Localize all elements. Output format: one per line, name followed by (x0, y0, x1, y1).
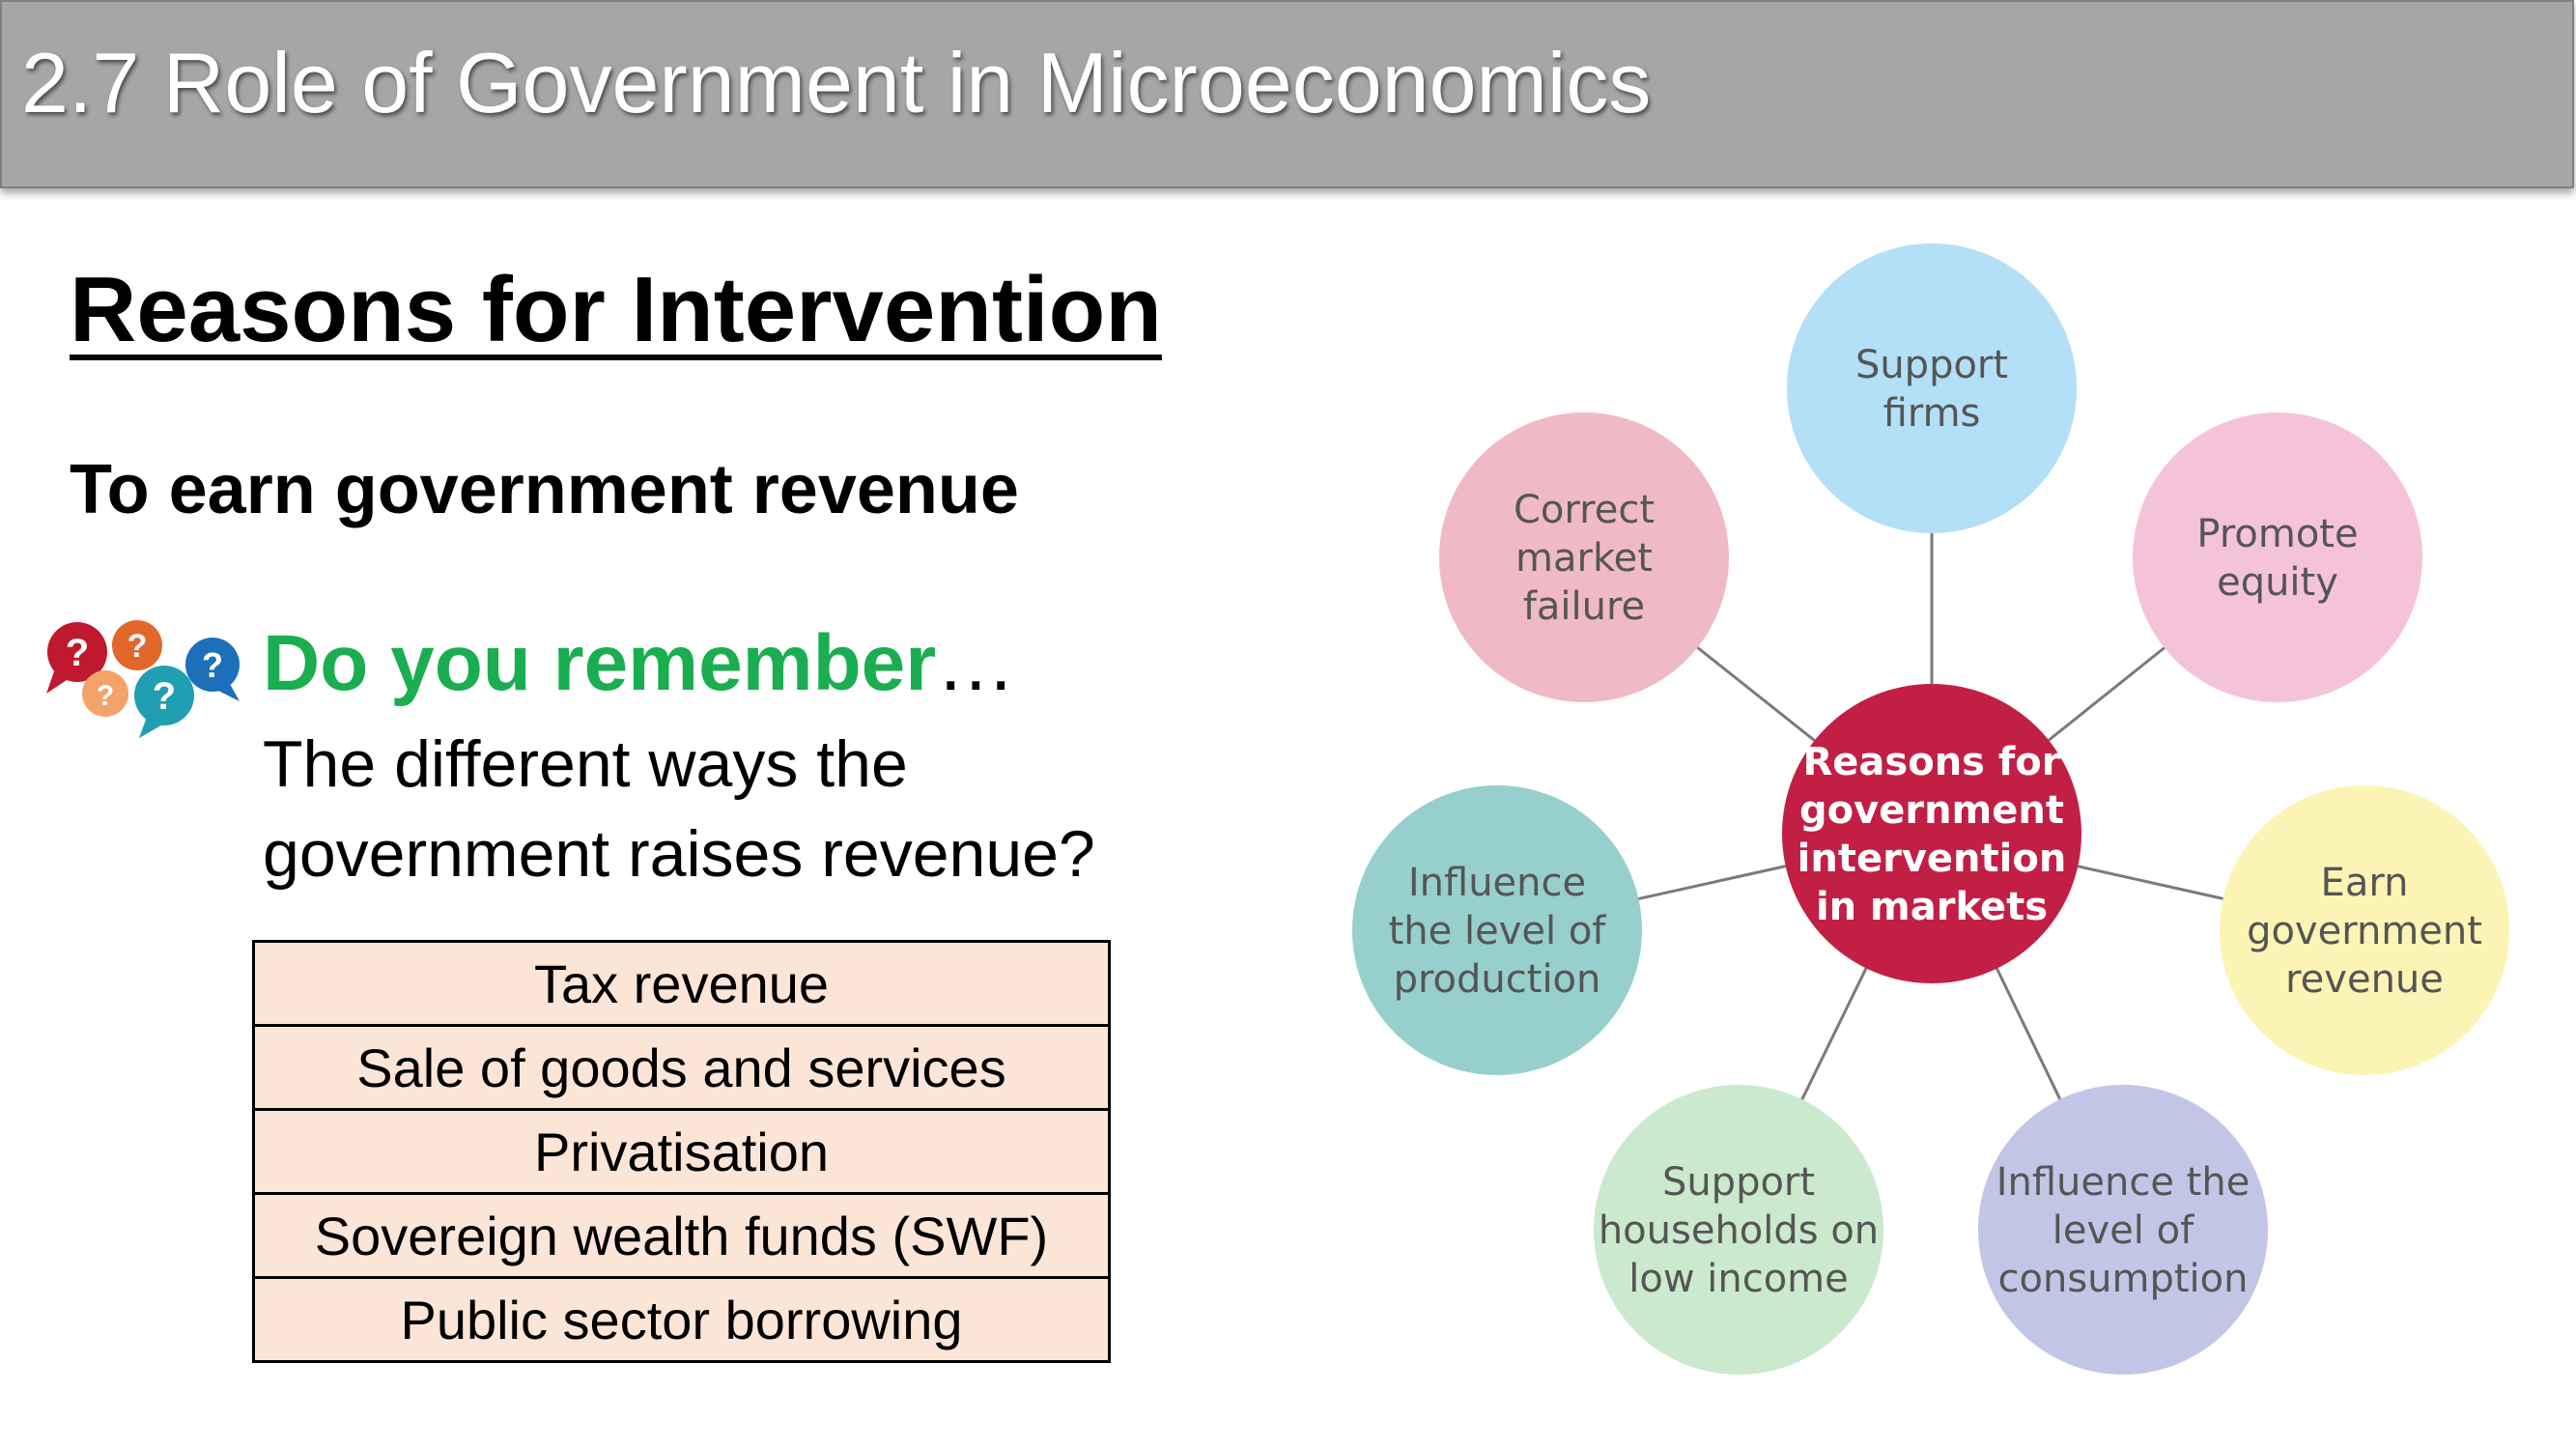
question-text: The different ways the government raises… (263, 720, 1190, 899)
bubble-correct-market-failure-label: market (1515, 536, 1653, 581)
connector-line (2048, 646, 2166, 742)
bubble-correct-market-failure-label: failure (1523, 584, 1645, 629)
title-bar: 2.7 Role of Government in Microeconomics (0, 0, 2574, 188)
bubble-circle (2220, 785, 2509, 1075)
bubble-support-households-label: households on (1599, 1208, 1879, 1253)
orange-question-bubble-icon: ? (112, 620, 162, 670)
bubble-support-firms-label: Support (1855, 343, 2008, 387)
diagram-nodes: SupportfirmsPromoteequityEarngovernmentr… (1352, 243, 2509, 1375)
table-row: Public sector borrowing (252, 1276, 1111, 1363)
bubble-circle (1787, 243, 2077, 533)
connector-line (1696, 646, 1816, 742)
diagram-connectors (1638, 533, 2223, 1100)
connector-line (1638, 865, 1787, 900)
bubble-support-households-label: low income (1628, 1257, 1849, 1301)
teal-question-bubble-icon: ? (134, 666, 194, 738)
svg-text:?: ? (127, 628, 148, 665)
connector-line (2077, 865, 2223, 900)
blue-question-bubble-icon: ? (185, 638, 240, 701)
question-speech-bubbles-icon: ? ? ? ? ? (46, 620, 240, 738)
svg-text:?: ? (153, 675, 176, 718)
bubble-influence-production-label: production (1394, 957, 1601, 1002)
bubble-earn-government-revenue-label: Earn (2321, 861, 2409, 905)
bubble-circle (1439, 412, 1729, 702)
bubble-promote-equity-label: Promote (2196, 512, 2358, 556)
bubble-support-firms-label: firms (1883, 391, 1981, 436)
table-row: Privatisation (252, 1108, 1111, 1195)
table-row: Tax revenue (252, 940, 1111, 1027)
bubble-support-households-label: Support (1662, 1160, 1815, 1205)
section-heading: Reasons for Intervention (70, 258, 1162, 361)
center-node-label: Reasons for (1802, 740, 2060, 784)
svg-text:?: ? (202, 645, 223, 685)
connector-line (1996, 967, 2062, 1100)
bubble-circle (1594, 1085, 1883, 1375)
svg-text:?: ? (66, 632, 89, 674)
do-you-remember-prompt: Do you remember… (263, 619, 1016, 707)
center-node-label: government (1799, 788, 2064, 833)
red-question-bubble-icon: ? (46, 622, 107, 694)
revenue-methods-table: Tax revenue Sale of goods and services P… (252, 940, 1111, 1363)
remember-ellipsis: … (936, 619, 1016, 707)
bubble-influence-production-label: Influence (1408, 861, 1586, 905)
table-cell: Sale of goods and services (252, 1024, 1111, 1111)
bubble-circle (1978, 1085, 2268, 1375)
bubble-influence-consumption-label: Influence the (1996, 1160, 2250, 1205)
table-cell: Public sector borrowing (252, 1276, 1111, 1363)
bubble-influence-consumption-label: consumption (1998, 1257, 2249, 1301)
table-cell: Privatisation (252, 1108, 1111, 1195)
bubble-influence-production-label: the level of (1389, 909, 1607, 953)
center-node-label: intervention (1798, 837, 2067, 881)
question-line: The different ways the (263, 727, 908, 801)
center-node-label: in markets (1816, 885, 2048, 929)
bubble-influence-consumption-label: level of (2052, 1208, 2194, 1253)
center-circle (1782, 684, 2081, 983)
connector-line (1800, 967, 1868, 1100)
bubble-circle (2133, 412, 2422, 702)
bubble-promote-equity-label: equity (2217, 560, 2338, 605)
table-row: Sale of goods and services (252, 1024, 1111, 1111)
remember-label: Do you remember (263, 619, 937, 707)
svg-text:?: ? (97, 680, 114, 712)
subheading: To earn government revenue (70, 451, 1019, 528)
bubble-earn-government-revenue-label: government (2247, 909, 2482, 953)
bubble-circle (1352, 785, 1642, 1075)
table-cell: Tax revenue (252, 940, 1111, 1027)
slide-title: 2.7 Role of Government in Microeconomics (21, 35, 1652, 130)
table-cell: Sovereign wealth funds (SWF) (252, 1192, 1111, 1279)
peach-question-bubble-icon: ? (82, 670, 128, 717)
bubble-earn-government-revenue-label: revenue (2285, 957, 2444, 1002)
bubble-correct-market-failure-label: Correct (1514, 488, 1655, 532)
intervention-reasons-diagram: SupportfirmsPromoteequityEarngovernmentr… (1352, 243, 2509, 1375)
table-row: Sovereign wealth funds (SWF) (252, 1192, 1111, 1279)
question-line: government raises revenue? (263, 817, 1095, 891)
